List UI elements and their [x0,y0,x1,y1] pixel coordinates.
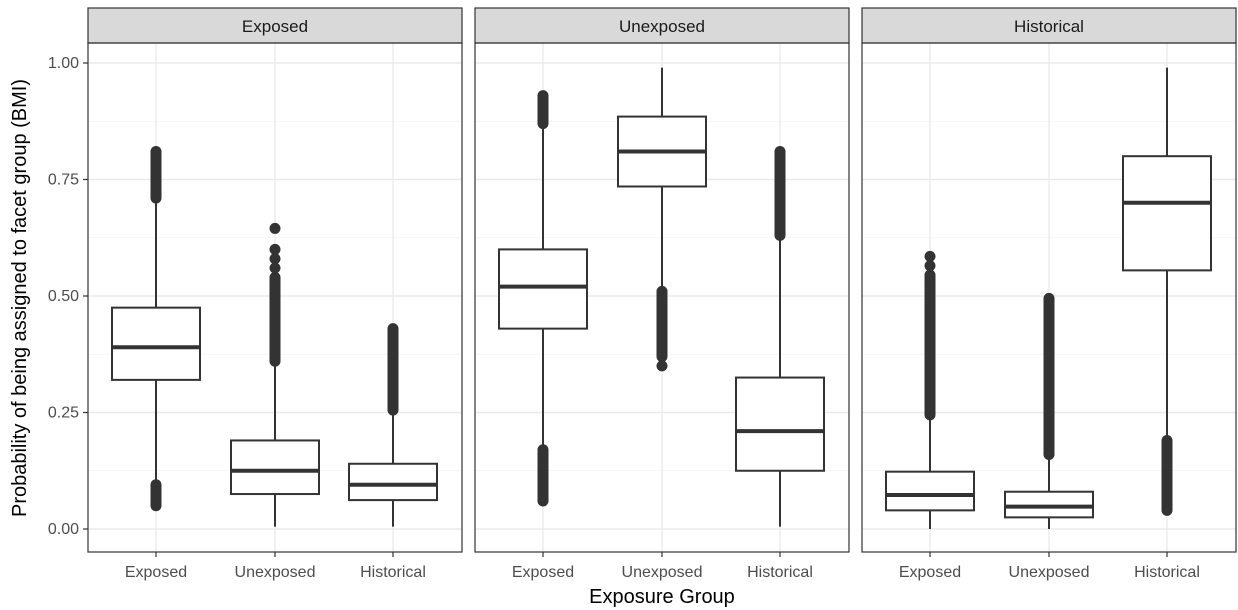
box-iqr [1004,490,1094,519]
x-tick-label: Exposed [899,564,961,581]
boxplot-unexposed [1004,292,1094,529]
facet-strip [87,7,463,44]
box-iqr [348,462,438,502]
outlier-cluster [150,146,162,204]
facet-panel-unexposed: Unexposed Exposed Unexposed Historical [474,7,850,581]
y-tick-label: 0.25 [48,405,79,422]
x-tick-label: Historical [1134,564,1200,581]
boxplot-exposed [111,146,201,512]
facet-strip-label: Unexposed [619,17,705,36]
x-tick-label: Historical [360,564,426,581]
x-tick-label: Unexposed [622,564,703,581]
boxplot-exposed [498,90,588,507]
box-iqr [735,376,825,472]
facet-panel-exposed: Exposed Exposed Unexposed Historical [87,7,463,581]
boxplot-historical [735,146,825,527]
boxplot-unexposed [617,67,707,372]
outlier-point [269,262,281,274]
x-tick-label: Unexposed [235,564,316,581]
outlier-cluster [269,271,281,367]
boxplot-exposed [885,250,975,529]
box-iqr [498,248,588,330]
facet-panel-historical: Historical Exposed Unexposed Historical [861,7,1237,581]
outlier-cluster [656,285,668,363]
box-iqr [885,470,975,512]
outlier-point [924,260,936,272]
facet-strip-label: Exposed [242,17,308,36]
outlier-point [269,253,281,265]
facet-strip [474,7,850,44]
outlier-cluster [1161,434,1173,516]
outlier-cluster [387,323,399,416]
x-tick-label: Unexposed [1009,564,1090,581]
x-axis-title: Exposure Group [589,586,735,608]
boxplot-historical [348,323,438,527]
facet-strip-label: Historical [1014,17,1084,36]
outlier-cluster [150,479,162,512]
outlier-cluster [1043,292,1055,460]
x-tick-label: Exposed [125,564,187,581]
box-iqr [230,439,320,496]
y-axis-title: Probability of being assigned to facet g… [9,79,31,517]
outlier-cluster [537,90,549,130]
outlier-point [656,360,668,372]
x-tick-label: Exposed [512,564,574,581]
y-tick-label: 0.75 [48,172,79,189]
boxplot-unexposed [230,222,320,527]
outlier-cluster [924,269,936,421]
facet-strip [861,7,1237,44]
y-tick-label: 0.50 [48,288,79,305]
y-tick-label: 1.00 [48,55,79,72]
y-tick-label: 0.00 [48,521,79,538]
outlier-cluster [537,444,549,507]
outlier-point [924,250,936,262]
outlier-cluster [774,146,786,241]
x-tick-label: Historical [747,564,813,581]
box-iqr [1122,155,1212,272]
box-iqr [111,306,201,381]
boxplot-historical [1122,67,1212,516]
outlier-point [269,243,281,255]
outlier-point [269,222,281,234]
y-axis: 0.00 0.25 0.50 0.75 1.00 [48,55,88,538]
